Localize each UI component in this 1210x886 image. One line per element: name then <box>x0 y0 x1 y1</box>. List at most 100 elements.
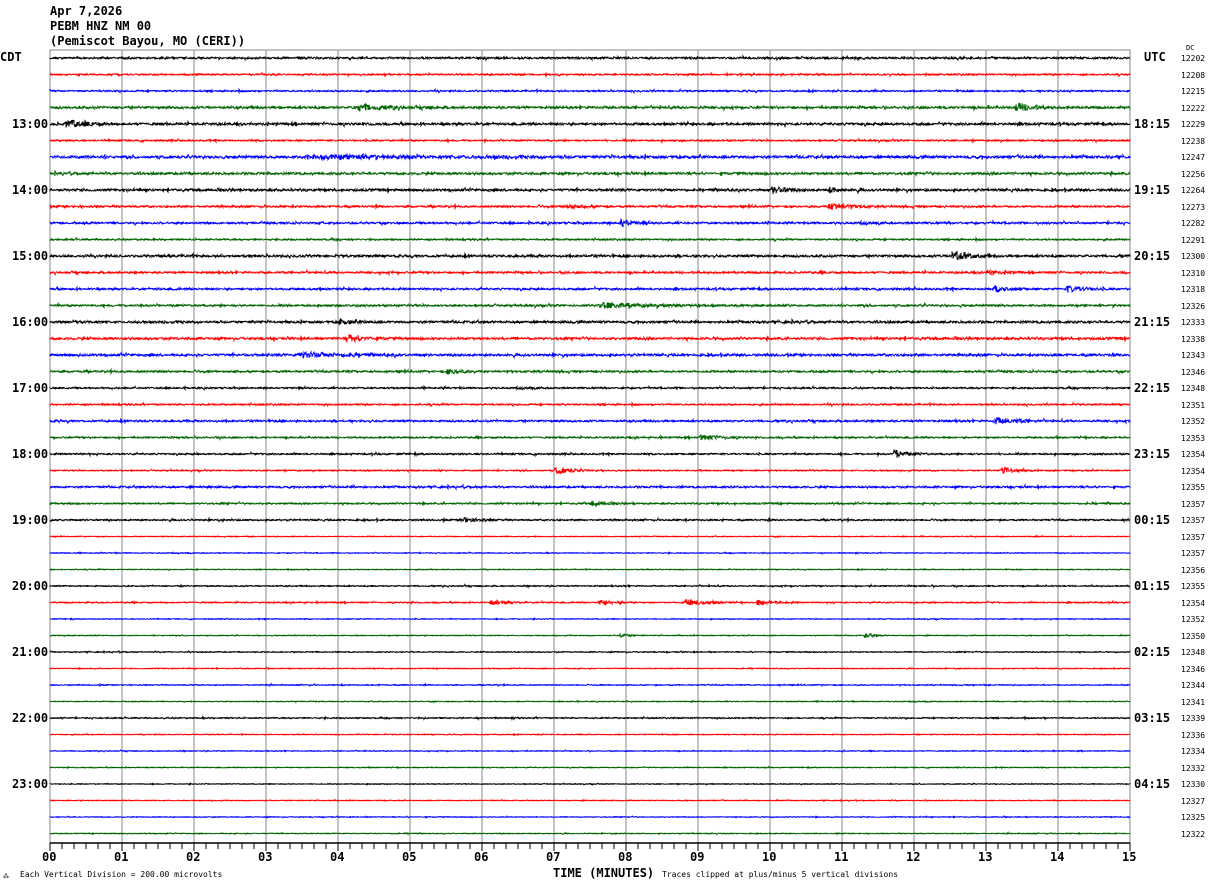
left-hour-label: 17:00 <box>12 381 49 395</box>
right-hour-label: 21:15 <box>1134 315 1171 329</box>
dc-value: 12354 <box>1181 598 1206 608</box>
seismic-trace <box>49 666 1131 671</box>
right-timezone-label: UTC <box>1144 50 1166 64</box>
left-hour-label: 18:00 <box>12 447 49 461</box>
dc-value: 12344 <box>1181 681 1206 690</box>
right-hour-label: 23:15 <box>1134 447 1171 461</box>
x-tick-label: 14 <box>1050 850 1065 864</box>
seismic-trace <box>49 567 1131 572</box>
seismic-trace <box>49 781 1131 787</box>
dc-value: 12325 <box>1181 813 1206 822</box>
seismic-trace <box>49 632 1131 639</box>
dc-value: 12238 <box>1181 136 1206 146</box>
seismic-trace <box>49 583 1131 589</box>
dc-value: 12318 <box>1181 285 1206 294</box>
dc-value: 12327 <box>1181 796 1206 806</box>
x-tick-label: 05 <box>402 850 417 864</box>
x-tick-label: 10 <box>762 850 777 864</box>
left-hour-label: 14:00 <box>12 183 49 197</box>
left-hour-label: 21:00 <box>12 645 49 659</box>
x-tick-label: 07 <box>546 850 561 864</box>
seismic-trace <box>49 71 1131 79</box>
dc-value: 12334 <box>1181 747 1206 756</box>
dc-value: 12208 <box>1181 70 1206 80</box>
seismic-trace <box>49 483 1131 491</box>
dc-value: 12351 <box>1181 400 1206 410</box>
seismic-trace <box>49 301 1131 310</box>
dc-value: 12333 <box>1181 318 1206 327</box>
dc-value: 12332 <box>1181 763 1206 773</box>
seismic-trace <box>49 250 1131 261</box>
dc-value: 12229 <box>1181 120 1206 129</box>
seismic-trace <box>49 236 1131 243</box>
x-tick-label: 00 <box>42 850 57 864</box>
seismic-trace <box>49 202 1131 211</box>
dc-value: 12355 <box>1181 582 1206 591</box>
seismic-trace <box>49 137 1131 145</box>
seismic-trace <box>49 798 1131 803</box>
dc-value: 12353 <box>1181 433 1206 443</box>
dc-value: 12256 <box>1181 169 1206 179</box>
dc-value: 12357 <box>1181 499 1206 509</box>
dc-value: 12336 <box>1181 730 1206 740</box>
dc-label: DC <box>1186 44 1195 52</box>
left-timezone-label: CDT <box>0 50 22 64</box>
left-hour-label: 20:00 <box>12 579 49 593</box>
seismic-trace <box>49 218 1131 228</box>
seismic-trace <box>49 87 1131 95</box>
seismic-trace <box>49 765 1131 770</box>
seismic-trace <box>49 119 1131 129</box>
dc-value: 12348 <box>1181 384 1206 393</box>
right-hour-label: 19:15 <box>1134 183 1171 197</box>
seismic-trace <box>49 152 1131 162</box>
seismic-trace <box>49 434 1131 441</box>
seismic-trace <box>49 616 1131 622</box>
seismic-trace <box>49 384 1131 392</box>
right-hour-label: 01:15 <box>1134 579 1171 593</box>
dc-value: 12222 <box>1181 103 1206 113</box>
seismic-trace <box>50 831 1131 836</box>
seismic-trace <box>49 317 1131 326</box>
dc-value: 12300 <box>1181 252 1206 261</box>
right-hour-label: 04:15 <box>1134 777 1171 791</box>
x-tick-label: 02 <box>186 850 201 864</box>
dc-value: 12247 <box>1181 153 1206 162</box>
seismic-trace <box>49 268 1131 277</box>
plot-frame <box>49 49 1131 844</box>
left-hour-label: 19:00 <box>12 513 49 527</box>
dc-value: 12352 <box>1181 417 1206 426</box>
seismic-trace <box>49 534 1131 539</box>
seismic-trace <box>49 699 1131 704</box>
x-axis-label: TIME (MINUTES) <box>553 866 655 880</box>
dc-value: 12343 <box>1181 351 1206 360</box>
logo-mark: ⁂ <box>3 873 9 880</box>
dc-value: 12264 <box>1181 186 1206 195</box>
seismic-trace <box>49 401 1131 408</box>
right-hour-label: 02:15 <box>1134 645 1171 659</box>
dc-value: 12355 <box>1181 483 1206 492</box>
right-hour-label: 18:15 <box>1134 117 1171 131</box>
dc-value: 12339 <box>1181 714 1206 723</box>
dc-value: 12346 <box>1181 367 1206 377</box>
dc-value: 12338 <box>1181 334 1206 344</box>
station-title: PEBM HNZ NM 00 <box>50 19 152 33</box>
dc-value: 12356 <box>1181 565 1206 575</box>
x-tick-label: 13 <box>978 850 993 864</box>
dc-value: 12357 <box>1181 516 1206 525</box>
seismic-trace <box>49 732 1131 737</box>
seismic-trace <box>49 185 1131 195</box>
x-tick-label: 12 <box>906 850 921 864</box>
dc-value: 12357 <box>1181 549 1206 558</box>
dc-value: 12215 <box>1181 87 1206 96</box>
left-hour-label: 13:00 <box>12 117 49 131</box>
left-hour-label: 15:00 <box>12 249 49 263</box>
seismic-trace <box>49 682 1131 688</box>
x-tick-label: 03 <box>258 850 273 864</box>
dc-value: 12350 <box>1181 631 1206 641</box>
right-hour-label: 20:15 <box>1134 249 1171 263</box>
x-tick-label: 04 <box>330 850 345 864</box>
seismic-trace <box>49 550 1131 556</box>
dc-value: 12202 <box>1181 54 1206 63</box>
left-hour-label: 23:00 <box>12 777 49 791</box>
